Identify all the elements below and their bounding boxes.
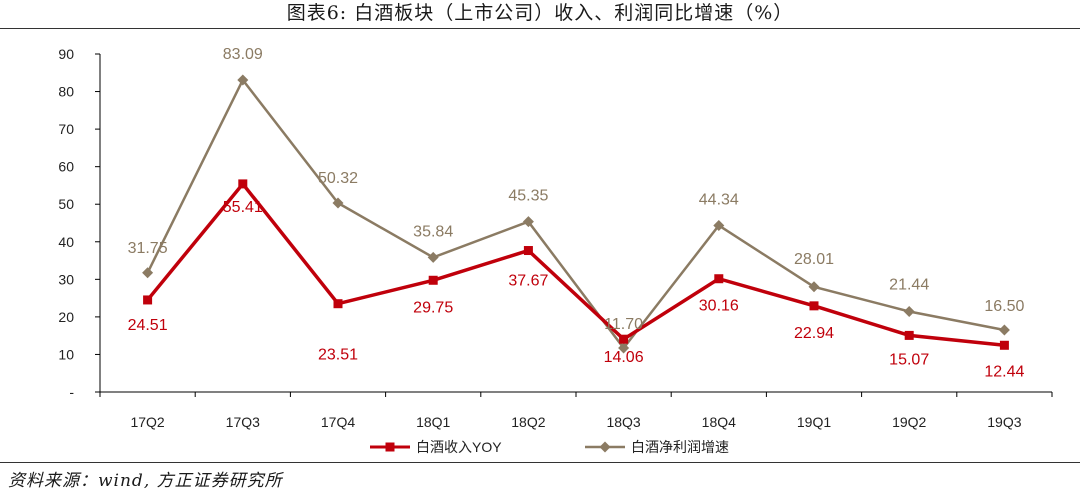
data-label: 31.75	[128, 240, 168, 257]
data-point	[237, 74, 249, 86]
data-point	[904, 330, 914, 340]
data-label: 11.70	[604, 316, 643, 333]
data-point	[713, 219, 725, 231]
legend-swatch-marker	[385, 442, 395, 452]
series-line	[146, 181, 1005, 348]
source-rule	[0, 462, 1080, 463]
data-label: 83.09	[223, 46, 263, 63]
y-tick-label: 90	[58, 46, 74, 62]
data-label: 45.35	[508, 188, 548, 205]
legend-label: 白酒净利润增速	[631, 439, 729, 455]
data-label: 50.32	[318, 170, 358, 187]
data-label: 37.67	[508, 273, 548, 290]
figure-title: 图表6: 白酒板块（上市公司）收入、利润同比增速（%）	[286, 2, 794, 24]
data-label: 21.44	[889, 276, 929, 293]
chart-legend: 白酒收入YOY 白酒净利润增速	[370, 439, 729, 455]
data-point	[809, 301, 819, 311]
data-point	[142, 267, 154, 279]
x-tick-label: 19Q3	[987, 414, 1021, 430]
data-label: 23.51	[318, 347, 358, 364]
x-tick-label: 18Q2	[511, 414, 545, 430]
y-tick-label: 50	[58, 196, 74, 212]
data-point	[523, 246, 533, 256]
data-label: 14.06	[604, 349, 644, 366]
data-label: 16.50	[984, 298, 1024, 315]
x-tick-label: 17Q3	[226, 414, 260, 430]
data-label: 44.34	[699, 191, 739, 208]
data-label: 35.84	[413, 223, 453, 240]
data-point	[619, 334, 629, 344]
data-label: 15.07	[889, 351, 929, 368]
data-label: 22.94	[794, 325, 834, 342]
x-tick-label: 18Q4	[702, 414, 736, 430]
data-point	[714, 274, 724, 284]
legend-swatch-marker	[599, 441, 611, 453]
y-tick-label: -	[69, 384, 74, 400]
series-line	[146, 77, 1005, 351]
data-point	[238, 179, 248, 189]
data-point	[999, 340, 1009, 350]
x-tick-label: 17Q4	[321, 414, 355, 430]
data-point	[808, 281, 820, 293]
data-label: 28.01	[794, 251, 834, 268]
data-label: 29.75	[413, 299, 453, 316]
y-tick-label: 80	[58, 84, 74, 100]
data-point	[143, 295, 153, 305]
source-note: 资料来源：wind, 方正证券研究所	[8, 471, 283, 491]
data-point	[903, 305, 915, 317]
chart-series	[142, 74, 1010, 354]
data-point	[618, 342, 630, 354]
chart-axes: - 10 20 30 40 50 60 70 80 90 17Q2 17Q3 17Q4 18Q1 18Q2 1…	[58, 46, 1053, 430]
y-tick-label: 10	[58, 346, 74, 362]
chart-data-labels: 24.51 55.41 23.51 29.75 37.67 14.06 30.16 22.94…	[128, 46, 1025, 380]
data-point	[428, 275, 438, 285]
y-tick-label: 70	[58, 121, 74, 137]
data-point	[522, 216, 534, 228]
data-label: 24.51	[128, 317, 168, 334]
line-chart: - 10 20 30 40 50 60 70 80 90 17Q2 17Q3 17Q4 18Q1 18Q2 1…	[58, 46, 1053, 455]
legend-label: 白酒收入YOY	[416, 439, 502, 455]
x-tick-label: 19Q2	[892, 414, 926, 430]
x-tick-label: 17Q2	[130, 414, 164, 430]
y-tick-label: 20	[58, 309, 74, 325]
data-point	[333, 299, 343, 309]
data-label: 55.41	[223, 199, 263, 216]
y-tick-label: 60	[58, 159, 74, 175]
data-label: 12.44	[984, 363, 1024, 380]
data-point	[998, 324, 1010, 336]
x-tick-label: 18Q3	[606, 414, 640, 430]
x-tick-label: 18Q1	[416, 414, 450, 430]
y-tick-label: 40	[58, 234, 74, 250]
x-tick-label: 19Q1	[797, 414, 831, 430]
data-point	[427, 251, 439, 263]
data-point	[332, 197, 344, 209]
y-tick-label: 30	[58, 271, 74, 287]
title-rule	[0, 28, 1080, 29]
data-label: 30.16	[699, 298, 739, 315]
